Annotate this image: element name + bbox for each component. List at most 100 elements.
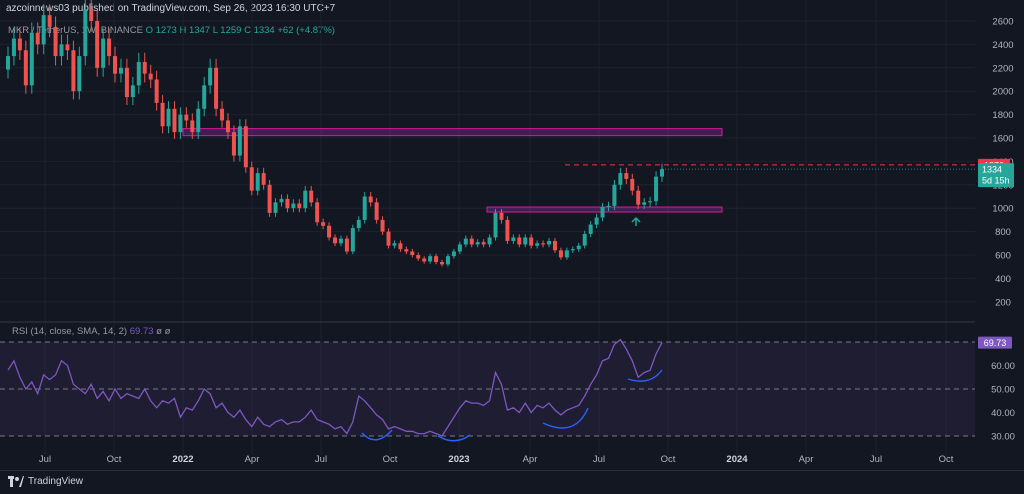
time-tick-label: Jul — [593, 454, 605, 465]
candle-body — [273, 202, 278, 213]
candle-body — [654, 176, 659, 202]
candle-body — [523, 237, 528, 245]
candle-body — [285, 198, 290, 209]
last-price-tag — [978, 163, 1014, 188]
time-tick-label: Apr — [523, 454, 538, 465]
candle-body — [160, 102, 165, 127]
candle-body — [148, 73, 153, 80]
price-tick-label: 400 — [995, 274, 1011, 285]
candle-body — [338, 238, 343, 244]
candle-body — [660, 169, 664, 177]
price-axis: 2004006008001000120014001600180020002200… — [975, 0, 1024, 470]
price-tick-label: 2400 — [992, 40, 1013, 51]
candle-body — [118, 67, 123, 74]
candle-body — [648, 201, 653, 203]
candle-body — [101, 38, 106, 68]
candle-body — [588, 224, 593, 234]
candle-body — [529, 237, 534, 246]
candle-body — [333, 237, 337, 244]
supply-demand-zones — [182, 128, 975, 213]
candle-body — [612, 184, 617, 206]
candle-body — [416, 255, 421, 259]
tradingview-brand[interactable]: TradingView — [8, 476, 83, 487]
price-chart[interactable]: 2004006008001000120014001600180020002200… — [0, 0, 1024, 470]
footer-bar: TradingView — [0, 470, 1024, 494]
candle-body — [130, 85, 135, 98]
candle-body — [267, 184, 272, 213]
candle-body — [41, 15, 46, 45]
candle-body — [535, 243, 540, 246]
candle-body — [386, 231, 391, 246]
candle-body — [196, 108, 201, 133]
candle-body — [410, 251, 415, 255]
candle-body — [35, 32, 40, 45]
candle-body — [83, 9, 88, 57]
time-tick-label: 2024 — [726, 454, 748, 465]
candle-body — [77, 56, 82, 92]
last-price-label: 1334 — [982, 165, 1002, 175]
candle-body — [487, 237, 492, 245]
candle-body — [630, 178, 635, 191]
axis-background — [975, 0, 1024, 470]
ohlc-close: C 1334 — [244, 25, 275, 36]
candle-body — [202, 85, 207, 109]
time-tick-label: Jul — [315, 454, 327, 465]
time-tick-label: 2023 — [448, 454, 469, 465]
grid-lines — [0, 0, 1024, 455]
up-arrow-icon — [631, 216, 641, 226]
candle-body — [303, 190, 308, 209]
candle-body — [297, 203, 302, 209]
candle-body — [291, 203, 296, 209]
brand-label: TradingView — [28, 476, 84, 487]
candle-body — [124, 67, 129, 98]
tradingview-logo-icon — [8, 476, 24, 487]
candle-body — [190, 120, 195, 133]
candle-body — [451, 251, 456, 257]
candle-body — [445, 256, 450, 265]
ohlc-low: L 1259 — [212, 25, 242, 36]
symbol-name: MKR / TetherUS, 1W, BINANCE — [8, 25, 143, 36]
ohlc-change: +62 (+4.87%) — [277, 25, 335, 36]
candle-body — [475, 242, 480, 245]
candle-body — [237, 126, 242, 156]
candle-body — [225, 120, 230, 133]
candle-body — [642, 202, 647, 205]
candle-body — [463, 238, 468, 245]
candle-body — [505, 219, 510, 241]
candle-body — [428, 256, 433, 262]
candle-body — [243, 126, 248, 168]
candle-body — [392, 243, 397, 246]
candle-body — [457, 244, 462, 252]
drawn-arc — [437, 434, 471, 442]
candle-body — [113, 56, 118, 74]
rsi-line — [7, 338, 663, 437]
price-tick-label: 1800 — [992, 110, 1013, 121]
price-tick-label: 2200 — [992, 63, 1013, 74]
ohlc-high: H 1347 — [179, 25, 211, 36]
price-tick-label: 1600 — [992, 134, 1013, 145]
candle-body — [166, 108, 171, 127]
time-tick-label: Oct — [107, 454, 122, 465]
price-tick-label: 600 — [995, 251, 1011, 262]
candle-body — [65, 44, 70, 51]
candle-body — [493, 212, 498, 238]
candle-body — [606, 205, 611, 208]
candle-body — [255, 173, 260, 191]
candle-body — [380, 219, 385, 232]
candle-body — [350, 228, 355, 252]
countdown-label: 5d 15h — [982, 176, 1010, 186]
candle-body — [558, 250, 563, 258]
zone-box — [182, 128, 723, 137]
rsi-value-tag — [978, 336, 1012, 349]
candle-body — [231, 132, 236, 156]
candle-body — [59, 44, 64, 57]
candle-body — [178, 114, 183, 133]
time-tick-label: 2022 — [172, 454, 193, 465]
candle-body — [582, 233, 587, 246]
candle-body — [29, 32, 34, 86]
candle-body — [214, 67, 219, 109]
candle-body — [511, 237, 516, 241]
candle-body — [541, 243, 546, 245]
candle-body — [618, 173, 623, 185]
candle-body — [434, 256, 439, 263]
